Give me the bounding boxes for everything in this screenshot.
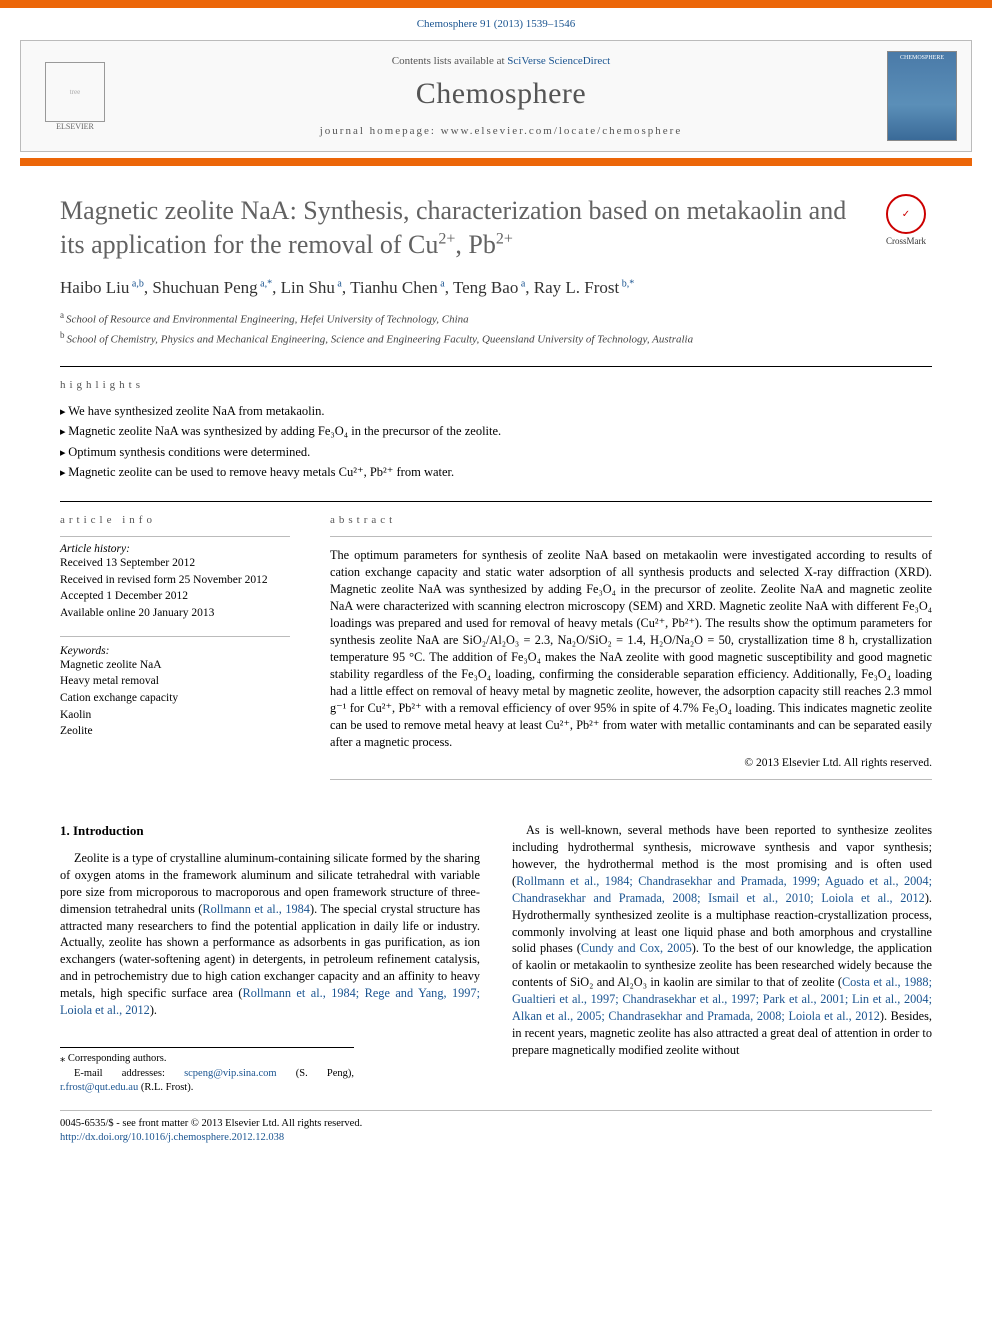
intro-heading: 1. Introduction — [60, 822, 480, 840]
contents-line: Contents lists available at SciVerse Sci… — [115, 55, 887, 67]
article-title: Magnetic zeolite NaA: Synthesis, charact… — [60, 194, 860, 262]
corr-emails: E-mail addresses: scpeng@vip.sina.com (S… — [60, 1067, 354, 1096]
keyword-item: Cation exchange capacity — [60, 690, 290, 707]
highlight-item: Magnetic zeolite can be used to remove h… — [60, 462, 932, 483]
doi-link[interactable]: http://dx.doi.org/10.1016/j.chemosphere.… — [60, 1132, 284, 1143]
keyword-item: Magnetic zeolite NaA — [60, 657, 290, 674]
accent-top-border — [0, 0, 992, 12]
history-received: Received 13 September 2012 — [60, 555, 290, 572]
divider — [330, 779, 932, 780]
journal-header: tree ELSEVIER Contents lists available a… — [20, 40, 972, 152]
footer-line1: 0045-6535/$ - see front matter © 2013 El… — [60, 1117, 932, 1132]
highlights-list: We have synthesized zeolite NaA from met… — [60, 401, 932, 483]
info-abstract-row: ARTICLE INFO Article history: Received 1… — [60, 514, 932, 790]
intro-p1: Zeolite is a type of crystalline aluminu… — [60, 850, 480, 1020]
homepage-prefix: journal homepage: — [320, 125, 441, 137]
affiliations: aSchool of Resource and Environmental En… — [60, 309, 932, 347]
sciencedirect-link[interactable]: SciVerse ScienceDirect — [507, 55, 610, 67]
copyright-line: © 2013 Elsevier Ltd. All rights reserved… — [330, 757, 932, 769]
crossmark-icon: ✓ — [886, 194, 926, 234]
elsevier-logo: tree ELSEVIER — [35, 51, 115, 141]
abstract-col: ABSTRACT The optimum parameters for synt… — [330, 514, 932, 790]
divider — [60, 366, 932, 367]
title-sup1: 2+ — [438, 230, 455, 247]
author-marker: a — [518, 278, 525, 289]
crossmark-widget[interactable]: ✓ CrossMark — [880, 194, 932, 246]
article-main: Magnetic zeolite NaA: Synthesis, charact… — [0, 194, 992, 1186]
title-text: Magnetic zeolite NaA: Synthesis, charact… — [60, 196, 846, 259]
author-name: Teng Bao — [453, 278, 518, 297]
journal-name: Chemosphere — [115, 77, 887, 111]
author-marker: a — [438, 278, 445, 289]
highlight-item: Optimum synthesis conditions were determ… — [60, 442, 932, 463]
history-heading: Article history: — [60, 543, 290, 555]
keywords-heading: Keywords: — [60, 645, 290, 657]
cover-label: CHEMOSPHERE — [900, 55, 944, 61]
homepage-url: www.elsevier.com/locate/chemosphere — [441, 125, 683, 137]
author-marker: a,b — [129, 278, 143, 289]
author-name: Ray L. Frost — [534, 278, 619, 297]
ref-link[interactable]: Cundy and Cox, 2005 — [581, 941, 692, 955]
body-columns: 1. Introduction Zeolite is a type of cry… — [60, 822, 932, 1096]
ref-link[interactable]: Rollmann et al., 1984 — [202, 902, 310, 916]
author-name: Lin Shu — [281, 278, 335, 297]
title-row: Magnetic zeolite NaA: Synthesis, charact… — [60, 194, 932, 262]
author-name: Haibo Liu — [60, 278, 129, 297]
citation-line: Chemosphere 91 (2013) 1539–1546 — [0, 12, 992, 40]
author-marker: a — [335, 278, 342, 289]
corr-email1[interactable]: scpeng@vip.sina.com — [184, 1068, 277, 1079]
journal-cover-thumb: CHEMOSPHERE — [887, 51, 957, 141]
publisher-name: ELSEVIER — [56, 122, 94, 131]
contents-prefix: Contents lists available at — [392, 55, 507, 67]
footer-block: 0045-6535/$ - see front matter © 2013 El… — [60, 1110, 932, 1146]
keyword-item: Heavy metal removal — [60, 673, 290, 690]
title-sup2: 2+ — [496, 230, 513, 247]
corr-name2: (R.L. Frost). — [138, 1082, 193, 1093]
article-history: Article history: Received 13 September 2… — [60, 536, 290, 622]
homepage-line: journal homepage: www.elsevier.com/locat… — [115, 125, 887, 137]
corr-email2[interactable]: r.frost@qut.edu.au — [60, 1082, 138, 1093]
column-right: As is well-known, several methods have b… — [512, 822, 932, 1096]
keywords-block: Keywords: Magnetic zeolite NaAHeavy meta… — [60, 636, 290, 740]
divider — [60, 501, 932, 502]
divider — [330, 536, 932, 537]
authors-line: Haibo Liu a,b, Shuchuan Peng a,*, Lin Sh… — [60, 276, 932, 300]
highlights-label: HIGHLIGHTS — [60, 379, 932, 391]
keyword-item: Zeolite — [60, 723, 290, 740]
ref-link[interactable]: Rollmann et al., 1984; Chandrasekhar and… — [512, 874, 932, 905]
header-center: Contents lists available at SciVerse Sci… — [115, 55, 887, 137]
corr-name1: (S. Peng), — [277, 1068, 354, 1079]
corr-label: ⁎ Corresponding authors. — [60, 1052, 354, 1066]
author-marker: b,* — [619, 278, 634, 289]
article-info-col: ARTICLE INFO Article history: Received 1… — [60, 514, 290, 790]
article-info-label: ARTICLE INFO — [60, 514, 290, 526]
author-name: Tianhu Chen — [350, 278, 438, 297]
accent-bottom-border — [20, 158, 972, 166]
corr-email-label: E-mail addresses: — [74, 1068, 184, 1079]
abstract-text: The optimum parameters for synthesis of … — [330, 547, 932, 751]
intro-p1-c: ). — [150, 1003, 157, 1017]
title-mid: , Pb — [455, 230, 495, 259]
corresponding-note: ⁎ Corresponding authors. E-mail addresse… — [60, 1047, 354, 1095]
keyword-item: Kaolin — [60, 707, 290, 724]
affiliation-line: bSchool of Chemistry, Physics and Mechan… — [60, 329, 932, 348]
history-online: Available online 20 January 2013 — [60, 605, 290, 622]
history-accepted: Accepted 1 December 2012 — [60, 588, 290, 605]
crossmark-label: CrossMark — [880, 236, 932, 246]
highlight-item: We have synthesized zeolite NaA from met… — [60, 401, 932, 422]
history-revised: Received in revised form 25 November 201… — [60, 572, 290, 589]
elsevier-tree-icon: tree — [45, 62, 105, 122]
column-left: 1. Introduction Zeolite is a type of cry… — [60, 822, 480, 1096]
author-name: Shuchuan Peng — [152, 278, 257, 297]
abstract-label: ABSTRACT — [330, 514, 932, 526]
highlight-item: Magnetic zeolite NaA was synthesized by … — [60, 421, 932, 442]
affiliation-line: aSchool of Resource and Environmental En… — [60, 309, 932, 328]
author-marker: a,* — [258, 278, 272, 289]
intro-p2: As is well-known, several methods have b… — [512, 822, 932, 1060]
